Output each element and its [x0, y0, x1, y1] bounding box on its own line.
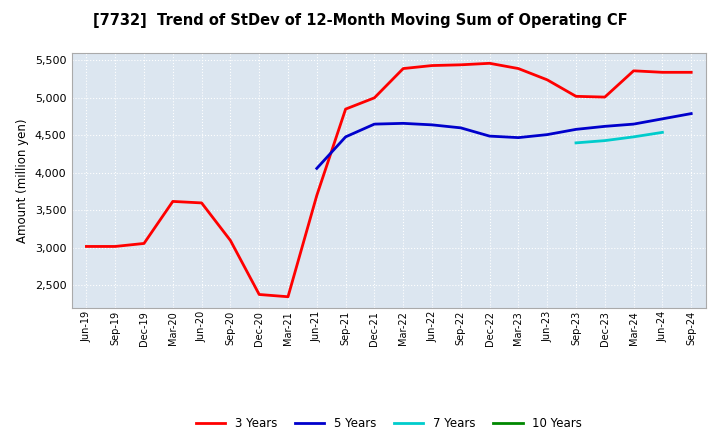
Y-axis label: Amount (million yen): Amount (million yen)	[17, 118, 30, 242]
Text: [7732]  Trend of StDev of 12-Month Moving Sum of Operating CF: [7732] Trend of StDev of 12-Month Moving…	[93, 13, 627, 28]
Legend: 3 Years, 5 Years, 7 Years, 10 Years: 3 Years, 5 Years, 7 Years, 10 Years	[191, 412, 587, 435]
